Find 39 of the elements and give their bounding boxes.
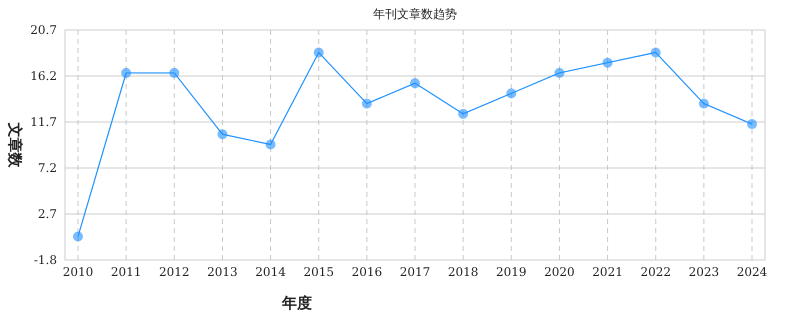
x-axis-title: 年度 [281,294,312,312]
x-tick-label: 2016 [352,265,382,279]
point [650,47,661,58]
x-tick-label: 2021 [592,265,623,279]
point [458,108,468,119]
point [602,58,613,68]
y-axis-title: 文章数 [6,122,24,168]
chart-title: 年刊文章数趋势 [373,7,457,21]
y-tick-label: 16.2 [30,69,57,83]
x-tick-label: 2010 [62,265,94,279]
x-tick-label: 2018 [448,265,478,279]
point [362,98,372,109]
y-tick-label: 7.2 [38,161,57,175]
x-tick-label: 2014 [255,265,286,279]
point [266,139,276,150]
point [554,68,564,78]
y-tick-label: 2.7 [38,207,57,221]
y-tick-label: -1.8 [34,253,57,267]
x-tick-label: 2024 [736,265,768,279]
point [73,231,83,242]
x-tick-label: 2020 [544,265,575,279]
x-tick-label: 2015 [303,265,334,279]
point [121,68,132,78]
point [169,68,180,78]
x-tick-label: 2011 [110,265,142,279]
x-tick-label: 2023 [688,265,720,279]
point [747,119,757,130]
x-tick-label: 2017 [400,265,430,279]
point [410,78,420,88]
point [314,47,324,58]
x-tick-label: 2013 [207,265,238,279]
point [506,88,516,98]
x-tick-label: 2012 [159,265,190,279]
x-tick-label: 2019 [496,265,527,279]
point [698,98,709,109]
y-tick-label: 11.7 [30,115,57,129]
point [217,129,228,140]
y-tick-label: 20.7 [30,23,57,37]
x-tick-label: 2022 [640,265,671,279]
